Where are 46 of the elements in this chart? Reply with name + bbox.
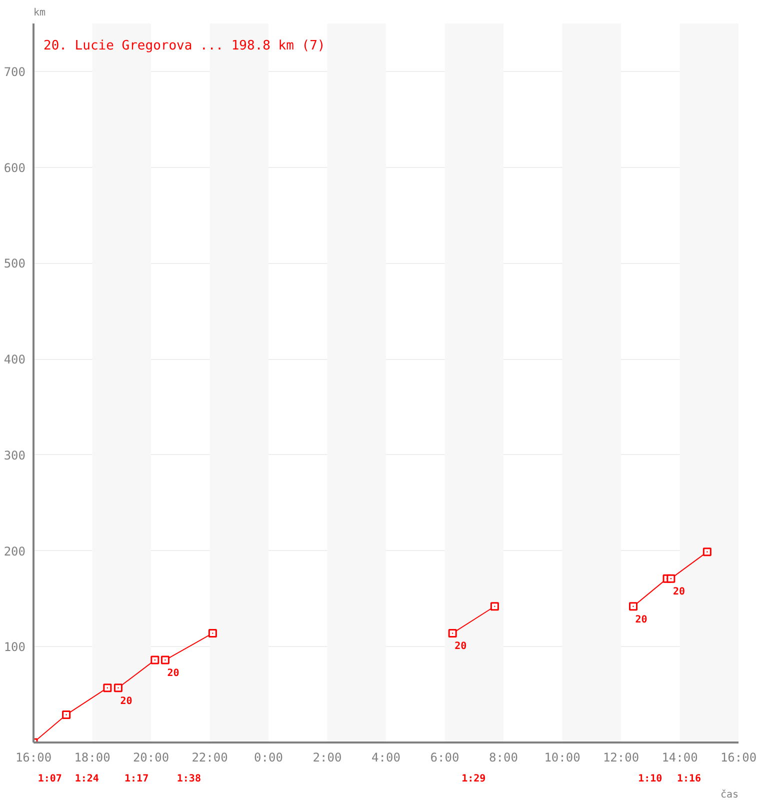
point bbox=[103, 684, 112, 692]
x-tick-label: 4:00 bbox=[372, 750, 400, 764]
y-tick-label: 700 bbox=[4, 64, 26, 79]
x-tick-label: 0:00 bbox=[254, 750, 283, 764]
x-tick-label: 8:00 bbox=[489, 750, 518, 764]
x-tick-label: 6:00 bbox=[430, 750, 460, 764]
point bbox=[702, 548, 712, 556]
x-tick-label: 16:00 bbox=[720, 750, 757, 764]
annotation: 20 bbox=[167, 668, 180, 680]
point bbox=[448, 628, 457, 638]
text: 20. Lucie Gregorova ... 198.8 km (7) bbox=[44, 38, 326, 54]
text: 1:38 bbox=[176, 774, 201, 784]
y-tick-label: 200 bbox=[4, 544, 26, 558]
x-tick-label: 16:00 bbox=[15, 750, 52, 764]
y-axis-title: km bbox=[34, 8, 46, 18]
text: 1:07 bbox=[38, 774, 62, 784]
y-tick-label: 400 bbox=[4, 352, 26, 367]
x-tick-label: 12:00 bbox=[602, 750, 640, 764]
x-tick-label: 22:00 bbox=[192, 750, 228, 764]
y-tick-label: 600 bbox=[4, 160, 26, 175]
annotation: 20 bbox=[635, 614, 648, 626]
y-tick-label: 500 bbox=[4, 256, 26, 271]
point bbox=[208, 628, 217, 638]
y-tick-label: 100 bbox=[4, 640, 26, 654]
x-tick-label: 2:00 bbox=[312, 750, 342, 764]
annotation: 20 bbox=[454, 641, 467, 652]
annotation: 20 bbox=[120, 696, 132, 707]
point bbox=[62, 710, 71, 719]
text: 1:10 bbox=[638, 774, 662, 784]
point bbox=[150, 656, 160, 664]
annotation: 20 bbox=[672, 586, 685, 598]
point bbox=[666, 574, 676, 583]
point bbox=[628, 602, 638, 611]
x-tick-label: 18:00 bbox=[74, 750, 110, 764]
point bbox=[160, 656, 170, 664]
x-axis-title: čas bbox=[720, 790, 738, 800]
x-tick-label: 14:00 bbox=[662, 750, 698, 764]
text: 1:24 bbox=[74, 774, 99, 784]
point bbox=[490, 602, 499, 611]
x-tick-label: 10:00 bbox=[544, 750, 580, 764]
y-tick-label: 300 bbox=[4, 448, 26, 462]
text: 1:17 bbox=[124, 774, 149, 784]
text: 1:16 bbox=[677, 774, 702, 784]
text: 1:29 bbox=[462, 774, 486, 784]
point bbox=[114, 684, 122, 692]
x-tick-label: 20:00 bbox=[132, 750, 170, 764]
